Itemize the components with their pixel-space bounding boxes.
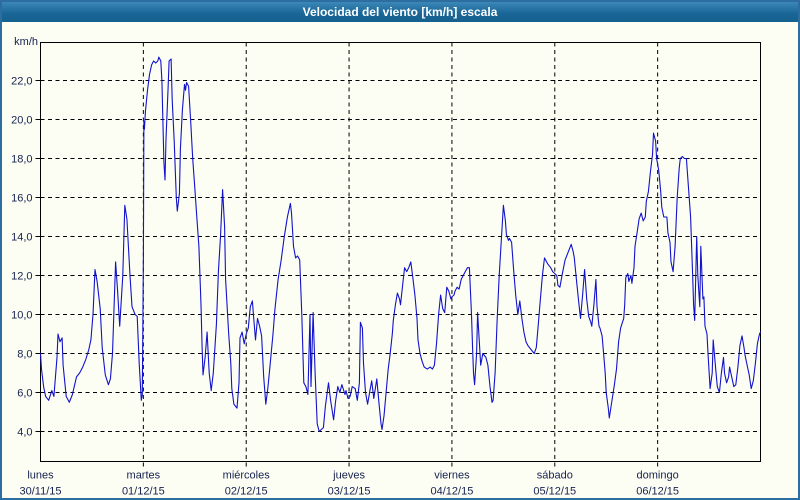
y-tick-label: 8,0	[17, 349, 32, 361]
y-axis-unit-label: km/h	[14, 36, 38, 48]
title-bar: Velocidad del viento [km/h] escala	[2, 2, 798, 22]
x-day-date: 01/12/15	[122, 486, 165, 498]
y-tick-label: 20,0	[11, 115, 32, 127]
wind-speed-chart: 22,0 20,0 18,0 16,0 14,0 12,0 10,0 8,0 6,0 4,0 lun…	[11, 42, 762, 498]
chart-area: km/h 22,0 20,0 18,0 16,0 14,0 12,0 10,0 8,0 6,0 4…	[2, 22, 798, 498]
x-day-date: 04/12/15	[431, 486, 474, 498]
x-day-name: jueves	[332, 470, 365, 482]
x-day-name: lunes	[27, 470, 54, 482]
y-tick-label: 10,0	[11, 310, 32, 322]
x-day-name: domingo	[637, 470, 679, 482]
y-tick-label: 6,0	[17, 388, 32, 400]
plot-border	[40, 42, 761, 462]
y-tick-label: 14,0	[11, 232, 32, 244]
x-day-name: martes	[127, 470, 161, 482]
y-tick-label: 18,0	[11, 154, 32, 166]
x-day-date: 05/12/15	[533, 486, 576, 498]
x-day-name: sábado	[537, 470, 573, 482]
x-day-name: viernes	[434, 470, 470, 482]
y-tick-label: 12,0	[11, 271, 32, 283]
x-day-date: 06/12/15	[636, 486, 679, 498]
y-tick-label: 4,0	[17, 427, 32, 439]
wind-speed-line	[39, 56, 762, 433]
x-day-date: 03/12/15	[328, 486, 371, 498]
x-day-date: 02/12/15	[225, 486, 268, 498]
y-tick-label: 22,0	[11, 76, 32, 88]
y-tick-label: 16,0	[11, 193, 32, 205]
window-title: Velocidad del viento [km/h] escala	[302, 5, 498, 19]
x-day-date: 30/11/15	[19, 486, 61, 498]
x-day-name: miércoles	[223, 470, 271, 482]
